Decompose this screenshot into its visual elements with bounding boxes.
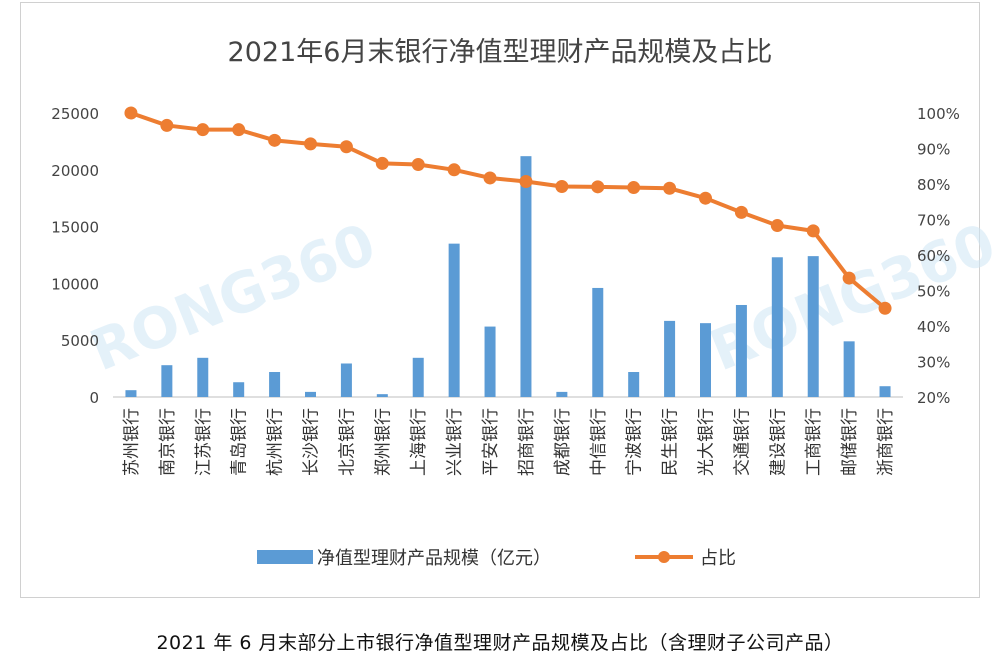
category-label: 工商银行	[804, 408, 824, 476]
category-label: 青岛银行	[230, 408, 250, 476]
bar-series	[125, 156, 891, 397]
watermark-left: RONG360	[82, 211, 385, 384]
bar	[197, 357, 209, 397]
line-point	[268, 133, 282, 147]
bar	[233, 382, 245, 397]
category-label: 兴业银行	[445, 408, 465, 476]
right-tick-label: 20%	[917, 389, 950, 407]
line-point	[483, 171, 497, 185]
category-label: 民生银行	[661, 408, 681, 476]
category-label: 邮储银行	[840, 408, 860, 476]
bar	[484, 326, 496, 397]
line-point	[232, 123, 246, 137]
bar	[628, 372, 640, 397]
bar	[735, 304, 747, 397]
category-label: 郑州银行	[373, 408, 393, 476]
category-label: 建设银行	[768, 408, 788, 476]
left-axis-ticks: 0 5000 10000 15000 20000 25000	[51, 105, 99, 407]
line-point	[304, 137, 317, 151]
legend-bar-label: 净值型理财产品规模（亿元）	[317, 548, 551, 569]
left-tick-label: 25000	[51, 105, 99, 123]
chart-frame	[20, 2, 980, 598]
line-point	[806, 224, 820, 238]
category-label: 长沙银行	[302, 408, 322, 476]
bar	[771, 257, 783, 397]
chart: RONG360 RONG360 2021年6月末银行净值型理财产品规模及占比 0…	[51, 37, 1000, 569]
bar	[269, 372, 281, 397]
bar	[592, 287, 604, 397]
legend-line-label: 占比	[700, 548, 736, 569]
category-label: 中信银行	[589, 408, 609, 476]
line-point	[447, 163, 461, 177]
legend-bar-swatch	[257, 550, 313, 564]
line-point	[196, 123, 210, 137]
category-label: 交通银行	[732, 408, 752, 476]
line-point	[699, 191, 712, 205]
category-label: 平安银行	[481, 408, 501, 476]
bar	[556, 391, 568, 397]
category-label: 北京银行	[337, 408, 357, 476]
series-line	[130, 111, 887, 310]
line-point	[734, 205, 748, 219]
category-label: 光大银行	[697, 408, 717, 476]
right-tick-label: 50%	[917, 283, 950, 301]
bar	[448, 243, 460, 397]
line-point	[519, 175, 533, 189]
line-series	[124, 106, 892, 315]
line-point	[339, 140, 353, 154]
left-tick-label: 5000	[61, 332, 99, 350]
bar	[843, 341, 855, 397]
right-tick-label: 30%	[917, 354, 950, 372]
right-tick-label: 40%	[917, 318, 950, 336]
category-label: 江苏银行	[194, 408, 214, 476]
bar	[412, 357, 424, 397]
right-axis-ticks: 20% 30% 40% 50% 60% 70% 80% 90% 100%	[917, 105, 960, 407]
category-labels: 苏州银行 南京银行 江苏银行 青岛银行 杭州银行 长沙银行 北京银行 郑州银行 上海银行 兴业银行…	[122, 408, 896, 476]
right-tick-label: 100%	[917, 105, 960, 123]
category-label: 上海银行	[409, 408, 429, 476]
bar	[161, 365, 173, 397]
chart-title: 2021年6月末银行净值型理财产品规模及占比	[228, 37, 773, 68]
legend-line-marker	[658, 551, 670, 563]
category-label: 成都银行	[553, 408, 573, 476]
bar	[305, 391, 316, 397]
right-tick-label: 60%	[917, 247, 950, 265]
line-point	[591, 180, 605, 194]
line-point	[878, 301, 892, 315]
bar	[700, 323, 711, 397]
figure-caption: 2021 年 6 月末部分上市银行净值型理财产品规模及占比（含理财子公司产品）	[156, 632, 844, 654]
bar	[125, 390, 137, 397]
line-point	[160, 118, 174, 132]
left-tick-label: 0	[89, 389, 99, 407]
line-point	[770, 219, 784, 233]
left-tick-label: 10000	[51, 275, 99, 293]
legend: 净值型理财产品规模（亿元） 占比	[257, 548, 736, 569]
bar	[807, 256, 819, 397]
category-label: 宁波银行	[625, 408, 645, 476]
line-point	[555, 179, 569, 193]
line-point	[411, 157, 425, 171]
line-point	[842, 271, 856, 285]
category-label: 南京银行	[158, 408, 178, 476]
right-tick-label: 90%	[917, 141, 950, 159]
left-tick-label: 20000	[51, 162, 99, 180]
category-label: 浙商银行	[876, 408, 896, 476]
category-label: 招商银行	[517, 408, 537, 476]
bar	[376, 394, 388, 397]
line-point	[375, 156, 389, 170]
category-label: 苏州银行	[122, 408, 142, 476]
line-point	[663, 181, 677, 195]
left-tick-label: 15000	[51, 219, 99, 237]
line-point	[627, 181, 641, 195]
bar	[664, 320, 676, 397]
category-label: 杭州银行	[266, 408, 286, 476]
bar	[340, 363, 352, 397]
right-tick-label: 70%	[917, 212, 950, 230]
right-tick-label: 80%	[917, 176, 950, 194]
line-point	[124, 106, 138, 120]
bar	[879, 386, 891, 397]
bar	[520, 156, 532, 397]
